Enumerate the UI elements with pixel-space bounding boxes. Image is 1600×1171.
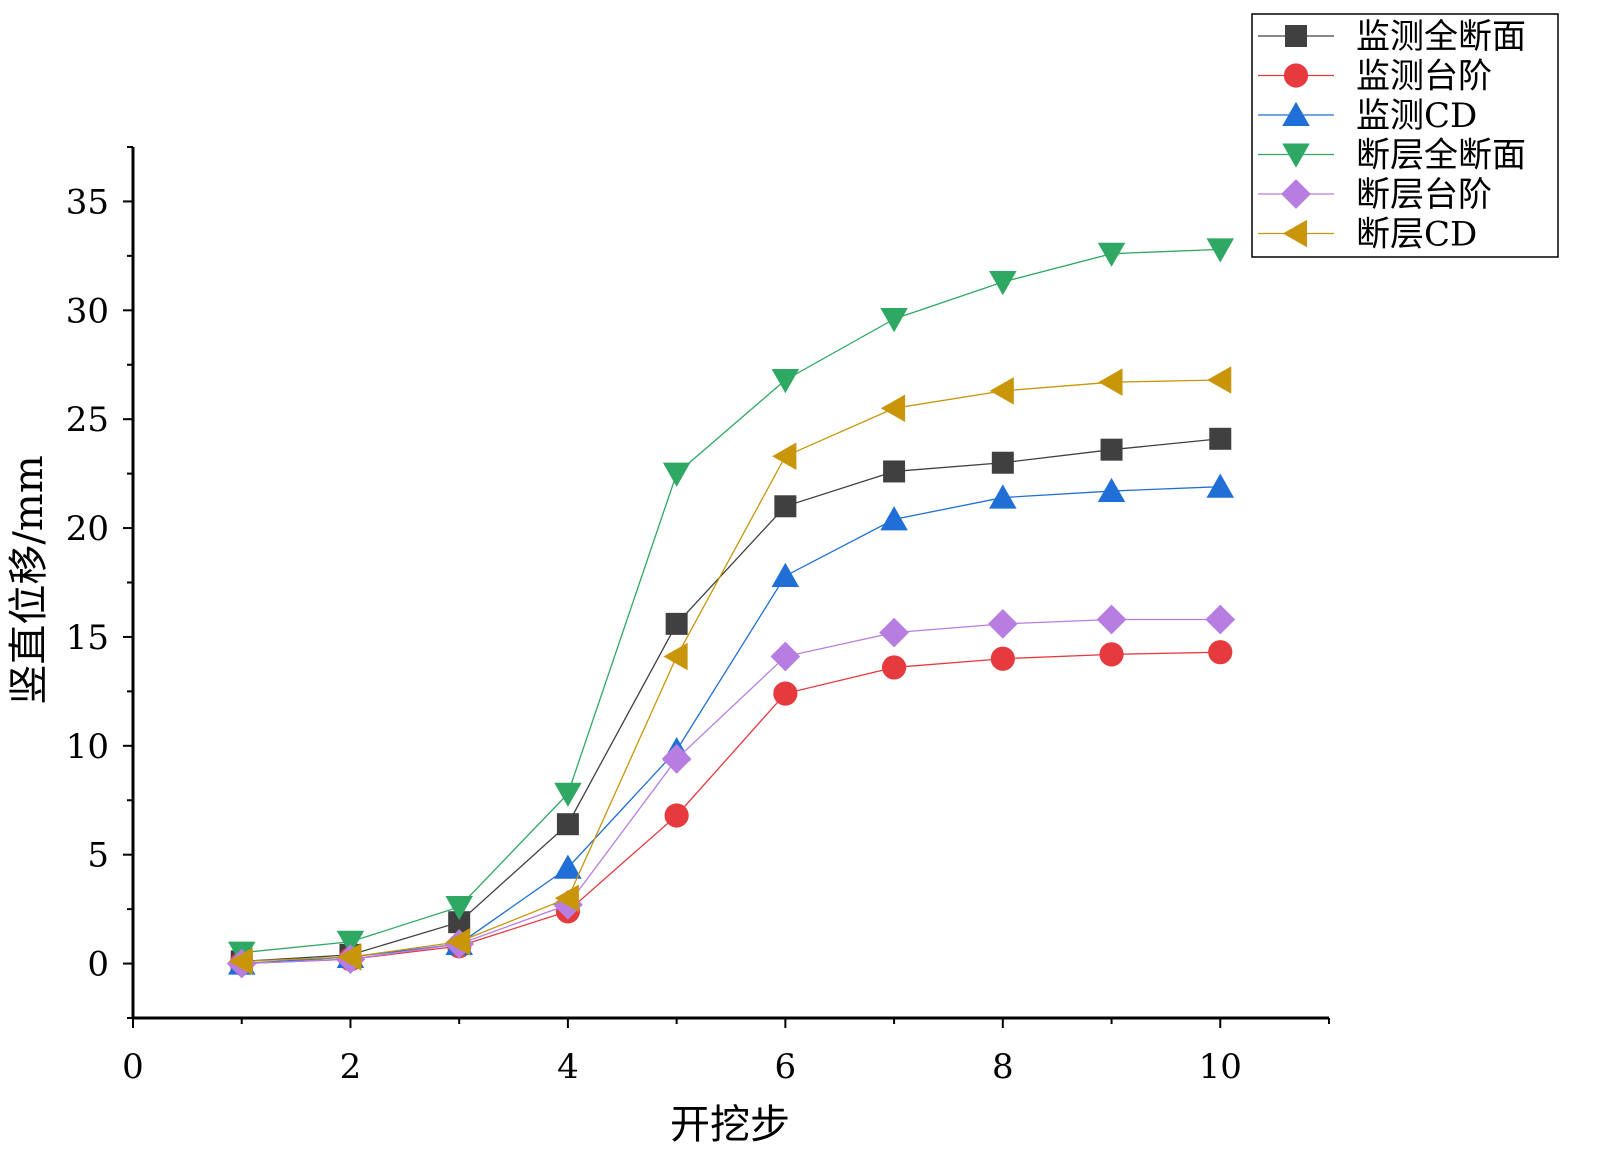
legend-item: 监测台阶	[1258, 57, 1492, 97]
triangle-left-marker	[1282, 219, 1307, 248]
x-axis-title: 开挖步	[670, 1102, 790, 1148]
square-marker	[991, 451, 1014, 474]
legend-item: 监测CD	[1258, 96, 1477, 136]
series-line	[241, 438, 1221, 963]
triangle-left-marker	[663, 642, 688, 671]
triangle-down-marker	[336, 930, 365, 955]
series-group	[226, 604, 1236, 979]
series-group	[227, 238, 1235, 966]
y-tick-label: 25	[66, 400, 109, 440]
circle-marker	[664, 803, 689, 828]
triangle-down-marker	[662, 462, 691, 487]
diamond-marker	[987, 609, 1018, 639]
triangle-left-marker	[228, 947, 253, 976]
y-tick-label: 20	[66, 509, 109, 549]
legend-item: 断层CD	[1258, 215, 1477, 255]
triangle-up-marker	[1097, 477, 1126, 503]
x-tick-label: 2	[340, 1047, 362, 1087]
triangle-down-marker	[1282, 143, 1310, 168]
triangle-left-marker	[989, 377, 1014, 405]
legend-label: 监测CD	[1356, 96, 1477, 136]
x-tick-label: 8	[992, 1047, 1014, 1087]
circle-marker	[1283, 63, 1309, 88]
series-line	[241, 379, 1221, 963]
y-tick-label: 0	[87, 945, 109, 985]
square-marker	[1285, 25, 1307, 47]
series-group	[228, 366, 1232, 976]
triangle-up-marker	[554, 854, 582, 879]
triangle-down-marker	[989, 271, 1017, 296]
triangle-down-marker	[1206, 238, 1235, 263]
triangle-down-marker	[445, 895, 473, 921]
y-axis-title: 竖直位移/mm	[6, 455, 52, 704]
legend-item: 断层台阶	[1258, 175, 1492, 215]
triangle-left-marker	[1098, 368, 1123, 396]
triangle-left-marker	[1207, 366, 1232, 394]
square-marker	[774, 495, 797, 518]
triangle-down-marker	[880, 308, 908, 333]
x-tick-label: 10	[1199, 1047, 1242, 1087]
triangle-left-marker	[337, 943, 362, 971]
y-tick-label: 10	[66, 727, 109, 767]
diamond-marker	[879, 617, 909, 648]
y-tick-label: 30	[66, 291, 109, 331]
triangle-down-marker	[554, 782, 582, 807]
circle-marker	[881, 655, 907, 680]
triangle-left-marker	[554, 884, 579, 912]
diamond-marker	[1205, 604, 1236, 635]
legend-label: 断层台阶	[1356, 175, 1492, 215]
triangle-up-marker	[771, 562, 800, 587]
circle-marker	[1099, 642, 1124, 667]
square-marker	[1100, 438, 1123, 461]
series-group	[230, 427, 1232, 973]
triangle-down-marker	[1097, 242, 1126, 267]
y-tick-label: 5	[87, 836, 109, 876]
diamond-marker	[770, 641, 801, 672]
x-tick-label: 0	[122, 1047, 144, 1087]
axes: 0 2 4 6 8 10 0 5 10 15 20 25 30 35	[66, 146, 1330, 1087]
square-marker	[665, 612, 688, 635]
series-group	[229, 640, 1233, 976]
series-layer	[226, 238, 1236, 979]
circle-marker	[773, 681, 798, 706]
triangle-up-marker	[880, 506, 908, 531]
triangle-left-marker	[445, 928, 471, 956]
series-group	[227, 473, 1235, 975]
y-tick-label: 35	[66, 182, 109, 222]
triangle-up-marker	[1206, 473, 1235, 498]
circle-marker	[990, 646, 1015, 671]
triangle-down-marker	[771, 368, 800, 394]
x-tick-label: 6	[775, 1047, 797, 1087]
legend-label: 监测全断面	[1356, 17, 1526, 57]
legend-label: 断层全断面	[1356, 136, 1526, 176]
legend-item: 断层全断面	[1258, 136, 1526, 176]
y-tick-label: 15	[66, 618, 109, 658]
series-line	[241, 486, 1221, 965]
diamond-marker	[661, 744, 692, 774]
series-line	[241, 651, 1221, 965]
circle-marker	[1208, 640, 1233, 665]
series-line	[241, 618, 1221, 965]
diamond-marker	[1281, 179, 1311, 209]
x-tick-label: 4	[557, 1047, 579, 1087]
diamond-marker	[1096, 604, 1127, 635]
legend-label: 监测台阶	[1356, 57, 1492, 97]
triangle-up-marker	[1282, 101, 1310, 126]
triangle-up-marker	[989, 484, 1017, 509]
square-marker	[556, 813, 579, 836]
square-marker	[883, 460, 906, 483]
triangle-left-marker	[772, 442, 797, 470]
triangle-left-marker	[880, 394, 906, 423]
legend-label: 断层CD	[1356, 215, 1477, 255]
legend-box	[1251, 13, 1559, 258]
square-marker	[448, 911, 471, 934]
square-marker	[1209, 427, 1232, 450]
series-line	[241, 248, 1221, 954]
legend-item: 监测全断面	[1258, 17, 1526, 57]
